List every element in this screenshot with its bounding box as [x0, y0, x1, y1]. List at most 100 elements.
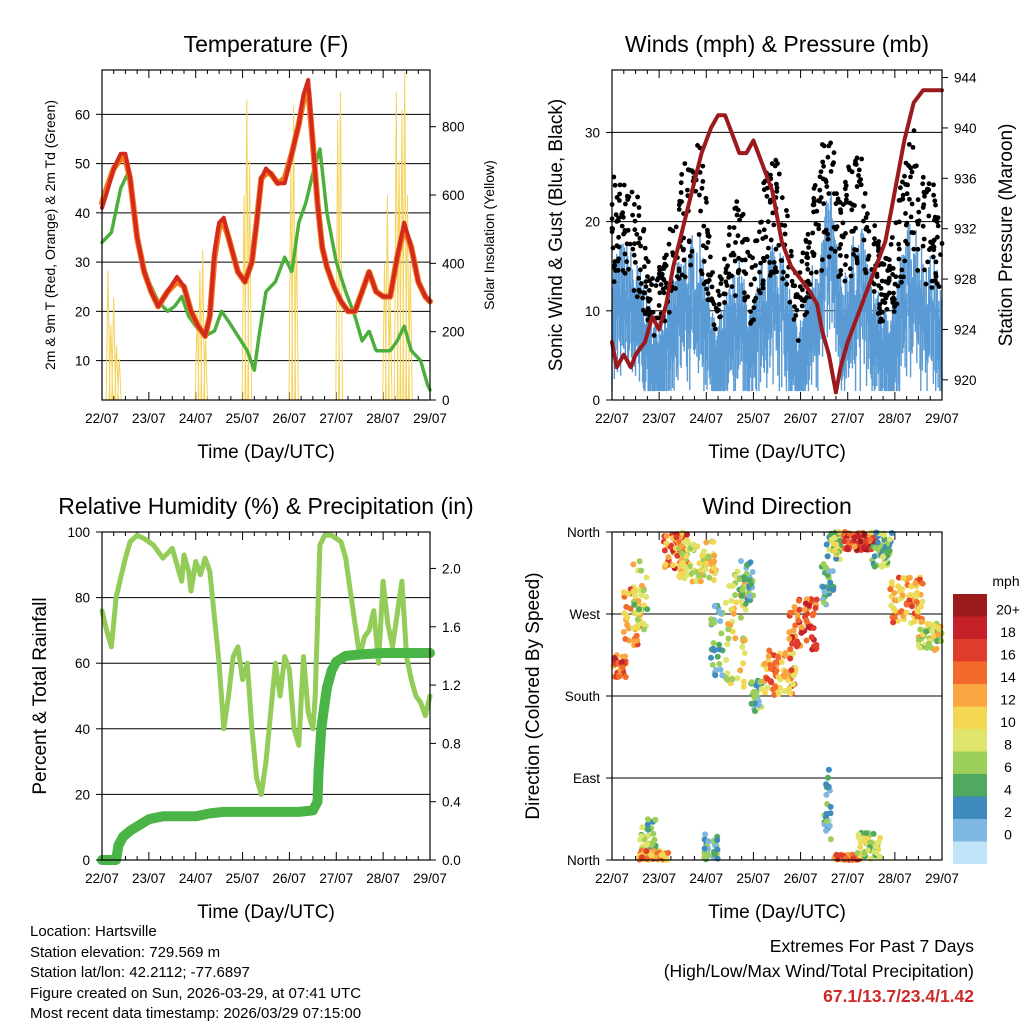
wind-gust-point: [887, 290, 892, 296]
direction-point: [748, 581, 754, 588]
direction-point: [908, 603, 915, 610]
wind-gust-point: [891, 309, 897, 314]
direction-point: [701, 548, 707, 555]
winds-xtick-label: 26/07: [784, 411, 818, 426]
direction-point: [906, 597, 913, 604]
wind-gust-point: [877, 310, 883, 316]
humidity-chart: Relative Humidity (%) & Precipitation (i…: [30, 493, 474, 923]
direction-point: [674, 552, 681, 559]
direction-point: [738, 593, 745, 600]
direction-point: [823, 791, 830, 798]
wind-gust-point: [835, 196, 841, 202]
humidity-ytick-label: 60: [75, 656, 90, 671]
direction-point: [781, 673, 788, 680]
wind-gust-point: [757, 269, 762, 275]
wind-gust-point: [769, 161, 775, 167]
wind-gust-point: [821, 163, 826, 169]
wind-gust-point: [828, 246, 834, 252]
direction-point: [886, 536, 893, 543]
direction-point: [829, 568, 836, 575]
direction-point: [725, 635, 732, 642]
colorbar-swatch: [953, 661, 987, 684]
wind-gust-point: [745, 294, 751, 300]
wind-gust-point: [656, 271, 662, 277]
wind-gust-point: [874, 274, 880, 280]
direction-point: [710, 640, 717, 646]
direction-point: [616, 673, 622, 680]
wind-gust-point: [633, 260, 638, 265]
wind-gust-point: [636, 205, 642, 210]
wind-gust-point: [704, 286, 709, 292]
wind-gust-point: [883, 255, 889, 261]
wind-gust-point: [739, 239, 745, 245]
direction-point: [667, 543, 674, 550]
wind-gust-point: [807, 282, 813, 287]
wind-gust-point: [804, 251, 810, 257]
wind-gust-point: [910, 145, 916, 150]
direction-point: [739, 586, 746, 593]
wind-gust-point: [735, 270, 741, 276]
wind-gust-point: [802, 297, 808, 302]
wind-gust-point: [915, 197, 921, 203]
wind-gust-point: [844, 253, 849, 259]
temperature-y2tick-label: 0: [442, 393, 450, 408]
wind-gust-point: [926, 181, 932, 187]
wind-gust-point: [724, 283, 730, 288]
direction-point: [663, 533, 670, 539]
wind-gust-point: [901, 274, 906, 280]
extremes-values: 67.1/13.7/23.4/1.42: [823, 986, 974, 1006]
wind-gust-point: [814, 208, 820, 214]
temperature-title: Temperature (F): [184, 31, 349, 57]
dewpoint-line: [100, 147, 432, 392]
direction-point: [624, 614, 631, 621]
wind-gust-point: [716, 307, 721, 313]
direction-point: [801, 606, 808, 613]
direction-ytick-label: South: [565, 689, 600, 704]
wind-gust-point: [632, 202, 637, 207]
wind-gust-point: [871, 289, 877, 294]
insolation-series: [105, 71, 413, 401]
direction-point: [851, 534, 858, 541]
colorbar-label: 0: [1004, 827, 1012, 843]
wind-gust-point: [817, 187, 823, 193]
wind-gust-point: [838, 210, 844, 216]
wind-gust-point: [907, 196, 912, 202]
direction-point: [658, 852, 665, 858]
direction-point: [934, 624, 941, 631]
wind-gust-point: [900, 192, 906, 198]
wind-gust-point: [837, 246, 842, 251]
wind-gust-point: [820, 257, 825, 263]
wind-gust-point: [775, 161, 780, 167]
direction-point: [787, 609, 794, 616]
wind-gust-point: [854, 260, 860, 266]
direction-point: [633, 632, 640, 639]
wind-gust-point: [703, 195, 709, 201]
wind-gust-point: [930, 254, 936, 260]
wind-gust-point: [814, 269, 819, 275]
wind-gust-point: [689, 168, 695, 174]
direction-point: [693, 577, 700, 584]
wind-gust-point: [729, 273, 735, 279]
direction-point: [792, 622, 799, 629]
direction-point: [811, 643, 818, 650]
insolation-spike: [111, 297, 117, 401]
humidity-y2tick-label: 1.6: [442, 620, 461, 635]
wind-gust-point: [916, 209, 922, 215]
wind-gust-point: [934, 281, 940, 287]
direction-point: [810, 610, 817, 617]
wind-gust-point: [821, 143, 827, 149]
wind-gust-point: [768, 237, 774, 243]
wind-gust-point: [929, 285, 935, 290]
wind-gust-point: [687, 253, 693, 259]
wind-gust-point: [915, 221, 921, 227]
direction-point: [643, 593, 650, 600]
winds-xtick-label: 29/07: [925, 411, 959, 426]
direction-xtick-label: 22/07: [595, 871, 629, 886]
wind-gust-point: [643, 256, 649, 261]
wind-gust-point: [723, 266, 729, 272]
direction-point: [679, 550, 686, 557]
humidity-y2tick-label: 0.8: [442, 736, 461, 751]
wind-gust-point: [794, 307, 800, 313]
direction-point: [644, 821, 651, 828]
direction-point: [742, 606, 749, 613]
